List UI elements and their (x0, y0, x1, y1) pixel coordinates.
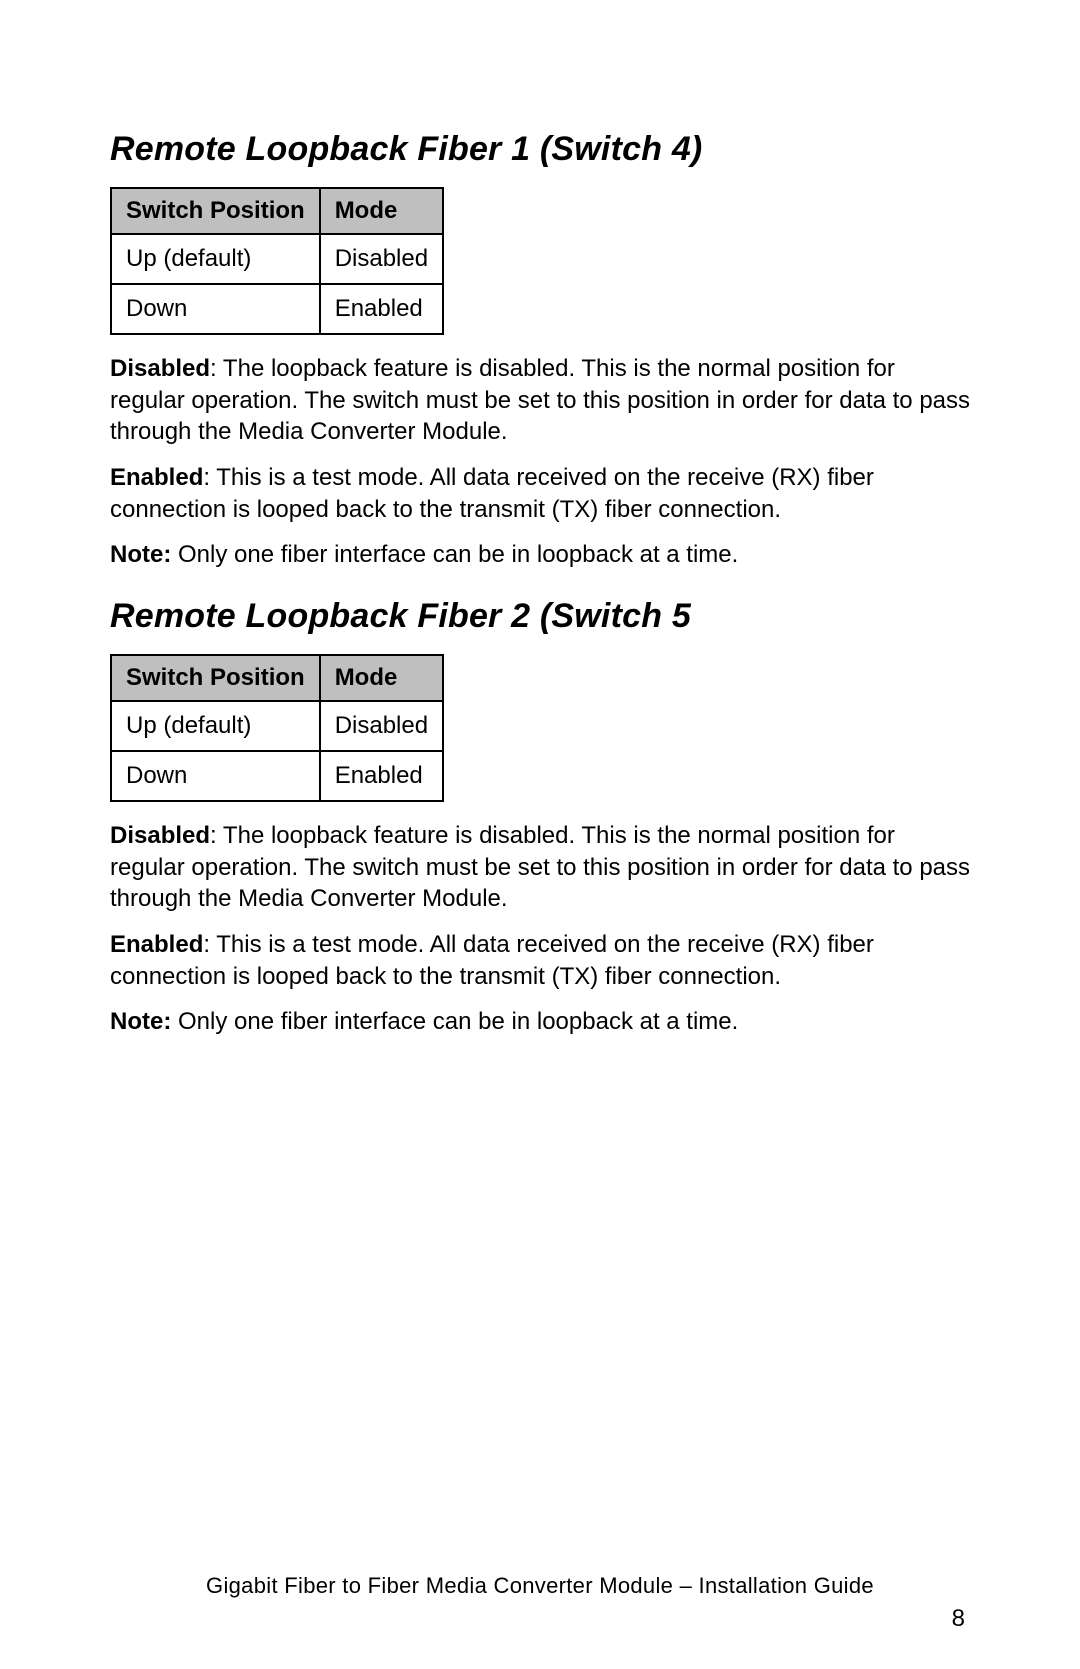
section-spacer (110, 585, 970, 597)
text-enabled: : This is a test mode. All data received… (110, 464, 874, 523)
paragraph-disabled: Disabled: The loopback feature is disabl… (110, 353, 970, 448)
table-cell: Down (111, 284, 320, 334)
paragraph-note: Note: Only one fiber interface can be in… (110, 1006, 970, 1038)
label-note: Note: (110, 541, 171, 568)
table-row: Down Enabled (111, 751, 443, 801)
table-header-row: Switch Position Mode (111, 655, 443, 701)
page-number: 8 (952, 1605, 965, 1633)
table-cell: Enabled (320, 751, 443, 801)
table-cell: Enabled (320, 284, 443, 334)
table-row: Up (default) Disabled (111, 234, 443, 284)
text-note: Only one fiber interface can be in loopb… (171, 1008, 738, 1035)
text-disabled: : The loopback feature is disabled. This… (110, 355, 970, 445)
table-header-switch-position: Switch Position (111, 188, 320, 234)
table-cell: Down (111, 751, 320, 801)
label-disabled: Disabled (110, 355, 210, 382)
label-enabled: Enabled (110, 931, 203, 958)
table-cell: Disabled (320, 701, 443, 751)
paragraph-enabled: Enabled: This is a test mode. All data r… (110, 929, 970, 992)
table-fiber2: Switch Position Mode Up (default) Disabl… (110, 654, 444, 802)
page-footer: Gigabit Fiber to Fiber Media Converter M… (0, 1573, 1080, 1599)
table-row: Down Enabled (111, 284, 443, 334)
paragraph-enabled: Enabled: This is a test mode. All data r… (110, 462, 970, 525)
text-disabled: : The loopback feature is disabled. This… (110, 822, 970, 912)
table-header-switch-position: Switch Position (111, 655, 320, 701)
document-page: Remote Loopback Fiber 1 (Switch 4) Switc… (0, 0, 1080, 1669)
table-header-mode: Mode (320, 188, 443, 234)
table-cell: Up (default) (111, 234, 320, 284)
table-row: Up (default) Disabled (111, 701, 443, 751)
label-disabled: Disabled (110, 822, 210, 849)
paragraph-disabled: Disabled: The loopback feature is disabl… (110, 820, 970, 915)
text-note: Only one fiber interface can be in loopb… (171, 541, 738, 568)
table-fiber1: Switch Position Mode Up (default) Disabl… (110, 187, 444, 335)
table-cell: Up (default) (111, 701, 320, 751)
label-note: Note: (110, 1008, 171, 1035)
paragraph-note: Note: Only one fiber interface can be in… (110, 539, 970, 571)
table-header-row: Switch Position Mode (111, 188, 443, 234)
section-heading-fiber2: Remote Loopback Fiber 2 (Switch 5 (110, 597, 970, 636)
table-cell: Disabled (320, 234, 443, 284)
label-enabled: Enabled (110, 464, 203, 491)
section-heading-fiber1: Remote Loopback Fiber 1 (Switch 4) (110, 130, 970, 169)
table-header-mode: Mode (320, 655, 443, 701)
text-enabled: : This is a test mode. All data received… (110, 931, 874, 990)
